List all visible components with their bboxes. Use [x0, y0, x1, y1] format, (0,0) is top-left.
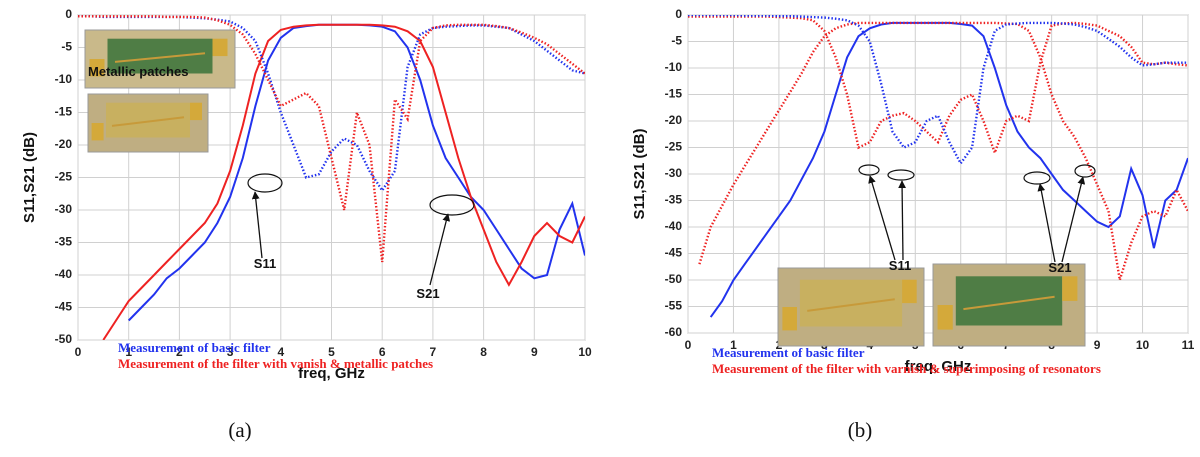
y-tick-label: -15: [665, 87, 683, 101]
annotation-arrow: [1037, 183, 1056, 263]
legend-entry: Measurement of the filter with varnish &…: [712, 361, 1101, 376]
annotation: S21: [416, 286, 439, 301]
x-tick-label: 8: [480, 345, 487, 359]
photo-connector: [91, 123, 104, 141]
photo-trace: [114, 52, 206, 63]
annotation: Metallic patches: [88, 64, 188, 79]
y-tick-label: -40: [665, 219, 683, 233]
x-tick-label: 4: [277, 345, 284, 359]
x-tick-label: 0: [685, 338, 692, 352]
y-tick-label: -50: [55, 332, 73, 346]
x-tick-label: 6: [379, 345, 386, 359]
x-tick-label: 9: [1094, 338, 1101, 352]
y-tick-label: 0: [65, 7, 72, 21]
x-tick-label: 2: [176, 345, 183, 359]
photo-trace: [963, 295, 1055, 311]
caption: (a): [228, 418, 251, 442]
x-tick-label: 7: [430, 345, 437, 359]
legend-entry: Measurement of basic filter: [118, 340, 271, 355]
x-tick-label: 0: [75, 345, 82, 359]
annotation-ellipse: [858, 164, 880, 176]
photo-trace: [111, 116, 185, 127]
y-tick-label: -25: [665, 140, 683, 154]
x-tick-label: 3: [227, 345, 234, 359]
chart: 0-5-10-15-20-25-30-35-40-45-500 1 2 3 4 5 6 7 8 9…: [21, 7, 592, 442]
y-tick-label: -10: [665, 60, 683, 74]
photo-board: [106, 102, 190, 138]
photo-connector: [1062, 276, 1078, 301]
y-tick-label: -5: [61, 40, 72, 54]
chart: 0-5-10-15-20-25-30-35-40-45-50-55-600123…: [631, 7, 1195, 442]
photo-connector: [782, 307, 797, 331]
y-tick-label: -35: [665, 193, 683, 207]
photo-connector: [89, 59, 105, 77]
y-tick-label: -5: [671, 34, 682, 48]
y-tick-label: -45: [55, 300, 73, 314]
x-axis-label: freq, GHz: [298, 365, 365, 382]
annotation-arrow: [1061, 176, 1086, 263]
y-axis-label: S11,S21 (dB): [631, 129, 648, 220]
photo-connector: [190, 102, 202, 121]
annotation: S11: [254, 256, 276, 271]
y-tick-label: -50: [665, 272, 683, 286]
x-tick-label: 1: [730, 338, 737, 352]
y-tick-label: -40: [55, 267, 73, 281]
annotation-arrow: [251, 191, 263, 259]
x-tick-label: 10: [578, 345, 592, 359]
annotation-arrow: [898, 180, 906, 261]
x-axis-label: freq, GHz: [905, 358, 972, 375]
annotation-ellipse: [247, 173, 283, 193]
x-tick-label: 9: [531, 345, 538, 359]
photo-connector: [902, 279, 917, 304]
y-tick-label: -35: [55, 235, 73, 249]
x-tick-label: 10: [1136, 338, 1150, 352]
y-tick-label: -20: [665, 113, 683, 127]
series-line: [688, 15, 1188, 166]
annotation: S11: [889, 258, 911, 273]
x-tick-label: 5: [328, 345, 335, 359]
photo-connector: [212, 38, 228, 57]
y-tick-label: -30: [55, 202, 73, 216]
y-tick-label: -60: [665, 325, 683, 339]
annotation-ellipse: [429, 194, 475, 216]
y-tick-label: -30: [665, 166, 683, 180]
y-tick-label: -25: [55, 170, 73, 184]
y-tick-label: -10: [55, 72, 73, 86]
photo-board: [107, 38, 213, 74]
legend-entry: Measurement of basic filter: [712, 345, 865, 360]
y-tick-label: -20: [55, 137, 73, 151]
y-tick-label: 0: [675, 7, 682, 21]
annotation-arrow: [868, 175, 896, 261]
annotation: S21: [1048, 260, 1071, 275]
series-line: [688, 15, 1188, 157]
y-tick-label: -55: [665, 299, 683, 313]
photo-board: [955, 276, 1063, 326]
legend-entry: Measurement of the filter with vanish & …: [118, 356, 433, 371]
annotation-ellipse: [1023, 171, 1051, 185]
annotation-ellipse: [887, 169, 915, 181]
annotation-arrow: [429, 213, 451, 286]
x-tick-label: 11: [1182, 338, 1195, 352]
series-line: [102, 23, 585, 340]
caption: (b): [848, 418, 873, 442]
y-tick-label: -45: [665, 246, 683, 260]
y-axis-label: S11,S21 (dB): [21, 132, 38, 223]
series-line: [78, 15, 585, 263]
y-tick-label: -15: [55, 105, 73, 119]
photo-board: [799, 279, 903, 327]
photo-connector: [937, 305, 953, 330]
x-tick-label: 1: [125, 345, 132, 359]
photo-trace: [807, 298, 895, 312]
